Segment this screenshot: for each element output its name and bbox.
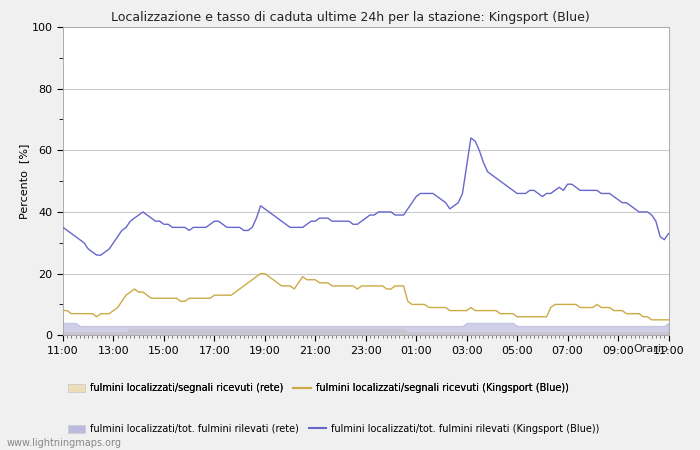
Text: Localizzazione e tasso di caduta ultime 24h per la stazione: Kingsport (Blue): Localizzazione e tasso di caduta ultime … — [111, 11, 589, 24]
Y-axis label: Percento  [%]: Percento [%] — [19, 144, 29, 219]
Legend: fulmini localizzati/tot. fulmini rilevati (rete), fulmini localizzati/tot. fulmi: fulmini localizzati/tot. fulmini rilevat… — [68, 424, 600, 434]
Text: Orario: Orario — [634, 344, 668, 354]
Legend: fulmini localizzati/segnali ricevuti (rete), fulmini localizzati/segnali ricevut: fulmini localizzati/segnali ricevuti (re… — [68, 383, 568, 393]
Text: www.lightningmaps.org: www.lightningmaps.org — [7, 438, 122, 448]
